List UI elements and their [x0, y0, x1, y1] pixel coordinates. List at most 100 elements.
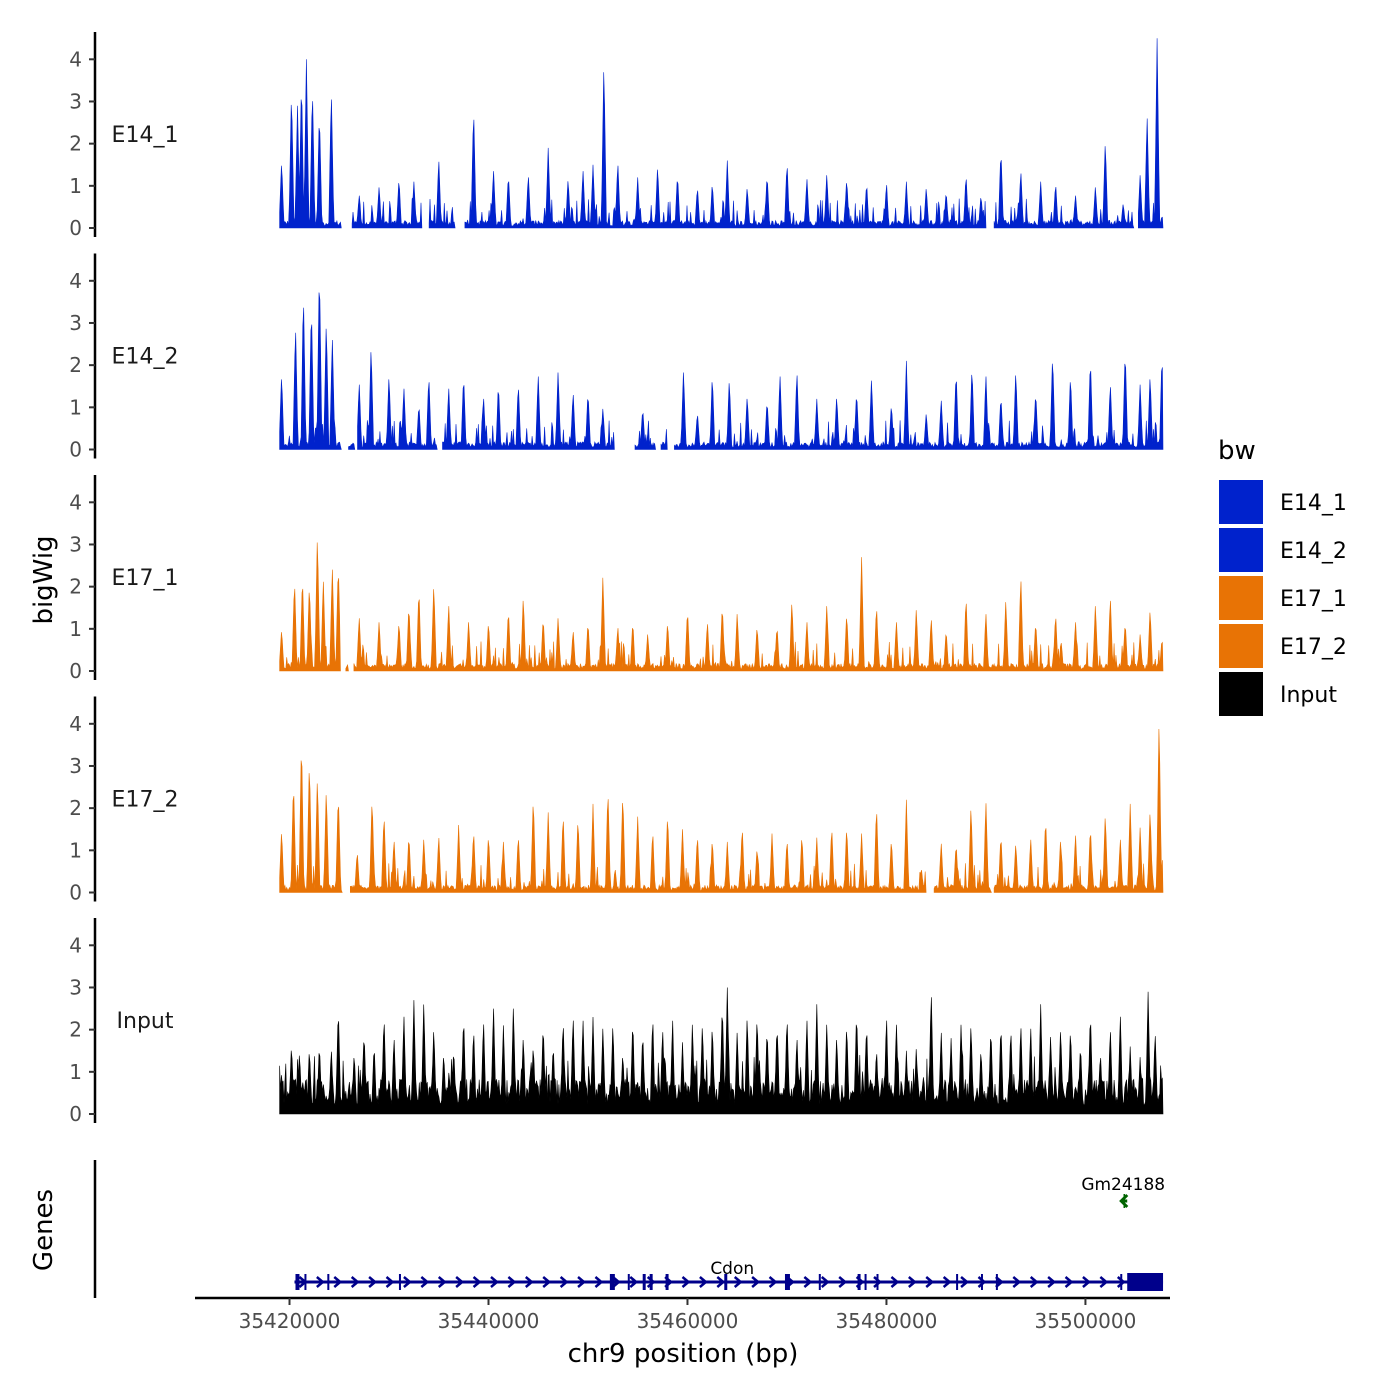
- track-label: E14_2: [112, 345, 179, 370]
- genes-axis-title: Genes: [29, 1189, 59, 1271]
- gene-exon: [818, 1274, 821, 1290]
- gene-exon: [609, 1274, 615, 1290]
- strand-arrow: [768, 1276, 778, 1288]
- legend-swatch: [1219, 480, 1263, 524]
- x-tick-label: 35420000: [239, 1309, 341, 1333]
- y-tick-label: 3: [69, 89, 82, 113]
- y-tick-label: 1: [69, 174, 82, 198]
- y-tick-label: 0: [69, 659, 82, 683]
- legend-label: E17_2: [1280, 635, 1347, 660]
- strand-arrow: [1029, 1276, 1039, 1288]
- strand-arrow: [507, 1276, 517, 1288]
- legend-title: bw: [1218, 436, 1256, 466]
- y-tick-label: 0: [69, 438, 82, 462]
- bigwig-tracks: 0 1 2 3 4 E14_1 0 1 2 3 4 E14_2 0 1 2 3 4 E17_1 0 1 2 3 4 E17_2…: [69, 32, 1164, 1126]
- gene-exon: [295, 1274, 300, 1290]
- gene-exon: [784, 1274, 790, 1290]
- y-tick-label: 3: [69, 311, 82, 335]
- strand-arrow: [455, 1276, 465, 1288]
- strand-arrow: [942, 1276, 952, 1288]
- strand-arrow: [1012, 1276, 1022, 1288]
- gene-exon: [665, 1274, 669, 1290]
- strand-arrow: [646, 1276, 656, 1288]
- strand-arrow: [820, 1276, 830, 1288]
- y-tick-label: 4: [69, 47, 82, 71]
- strand-arrow: [733, 1276, 743, 1288]
- gene-Cdon: Cdon: [294, 1259, 1164, 1291]
- gene-exon: [724, 1274, 728, 1290]
- strand-arrow: [1116, 1276, 1126, 1288]
- strand-arrow: [873, 1276, 882, 1288]
- gene-exon: [1127, 1273, 1164, 1291]
- signal-area-E14_1: [279, 38, 1164, 229]
- gene-exon: [980, 1274, 983, 1290]
- y-axis-title: bigWig: [29, 535, 59, 624]
- gene-exon: [642, 1274, 646, 1290]
- y-tick-label: 1: [69, 617, 82, 641]
- gene-Gm24188: Gm24188: [1081, 1175, 1165, 1209]
- strand-arrow: [751, 1276, 761, 1288]
- strand-arrow: [977, 1276, 987, 1288]
- strand-arrow: [925, 1276, 935, 1288]
- x-tick-label: 35500000: [1035, 1309, 1137, 1333]
- y-tick-label: 0: [69, 881, 82, 905]
- strand-arrow: [1119, 1193, 1129, 1209]
- y-tick-label: 0: [69, 216, 82, 240]
- signal-area-E17_2: [279, 728, 1164, 893]
- track-label: E17_2: [112, 788, 179, 813]
- gene-label: Gm24188: [1081, 1175, 1165, 1195]
- legend: bw E14_1 E14_2 E17_1 E17_2 Input: [1218, 436, 1347, 716]
- y-tick-label: 4: [69, 490, 82, 514]
- strand-arrow: [681, 1276, 691, 1288]
- legend-swatch: [1219, 528, 1263, 572]
- strand-arrow: [524, 1276, 534, 1288]
- strand-arrow: [420, 1276, 430, 1288]
- gene-exon: [327, 1274, 330, 1290]
- y-tick-label: 2: [69, 132, 82, 156]
- y-tick-label: 2: [69, 575, 82, 599]
- y-tick-label: 1: [69, 395, 82, 419]
- x-axis: 35420000 35440000 35460000 35480000 35500000: [195, 1296, 1170, 1333]
- gene-exon: [857, 1274, 861, 1290]
- gene-exon: [995, 1274, 998, 1290]
- legend-swatch: [1219, 576, 1263, 620]
- gene-exon: [956, 1274, 959, 1290]
- gene-exon: [398, 1274, 401, 1290]
- x-tick-label: 35460000: [637, 1309, 739, 1333]
- track-E14_1: 0 1 2 3 4 E14_1: [69, 32, 1164, 240]
- gene-exon: [649, 1274, 653, 1290]
- track-label: E17_1: [112, 566, 179, 591]
- strand-arrow: [629, 1276, 639, 1288]
- track-E14_2: 0 1 2 3 4 E14_2: [69, 253, 1164, 462]
- y-tick-label: 0: [69, 1102, 82, 1126]
- strand-arrow: [908, 1276, 917, 1288]
- track-E17_2: 0 1 2 3 4 E17_2: [69, 696, 1164, 905]
- track-label: Input: [117, 1009, 174, 1034]
- y-tick-label: 4: [69, 269, 82, 293]
- gene-exon: [864, 1274, 867, 1290]
- strand-arrow: [490, 1276, 499, 1288]
- legend-swatch: [1219, 672, 1263, 716]
- signal-area-E14_2: [279, 292, 1164, 450]
- strand-arrow: [1047, 1276, 1057, 1288]
- strand-arrow: [699, 1276, 708, 1288]
- strand-arrow: [542, 1276, 552, 1288]
- strand-arrow: [1064, 1276, 1074, 1288]
- legend-label: E17_1: [1280, 587, 1347, 612]
- strand-arrow: [838, 1276, 848, 1288]
- y-tick-label: 3: [69, 532, 82, 556]
- strand-arrow: [577, 1276, 586, 1288]
- legend-label: E14_2: [1280, 539, 1347, 564]
- strand-arrow: [316, 1276, 325, 1288]
- strand-arrow: [559, 1276, 569, 1288]
- strand-arrow: [594, 1276, 604, 1288]
- x-tick-label: 35440000: [438, 1309, 540, 1333]
- y-tick-label: 2: [69, 1018, 82, 1042]
- x-axis-title: chr9 position (bp): [568, 1339, 799, 1369]
- strand-arrow: [960, 1276, 970, 1288]
- gene-exon: [304, 1274, 307, 1290]
- strand-arrow: [803, 1276, 813, 1288]
- y-tick-label: 3: [69, 754, 82, 778]
- y-tick-label: 4: [69, 933, 82, 957]
- legend-label: Input: [1280, 683, 1337, 708]
